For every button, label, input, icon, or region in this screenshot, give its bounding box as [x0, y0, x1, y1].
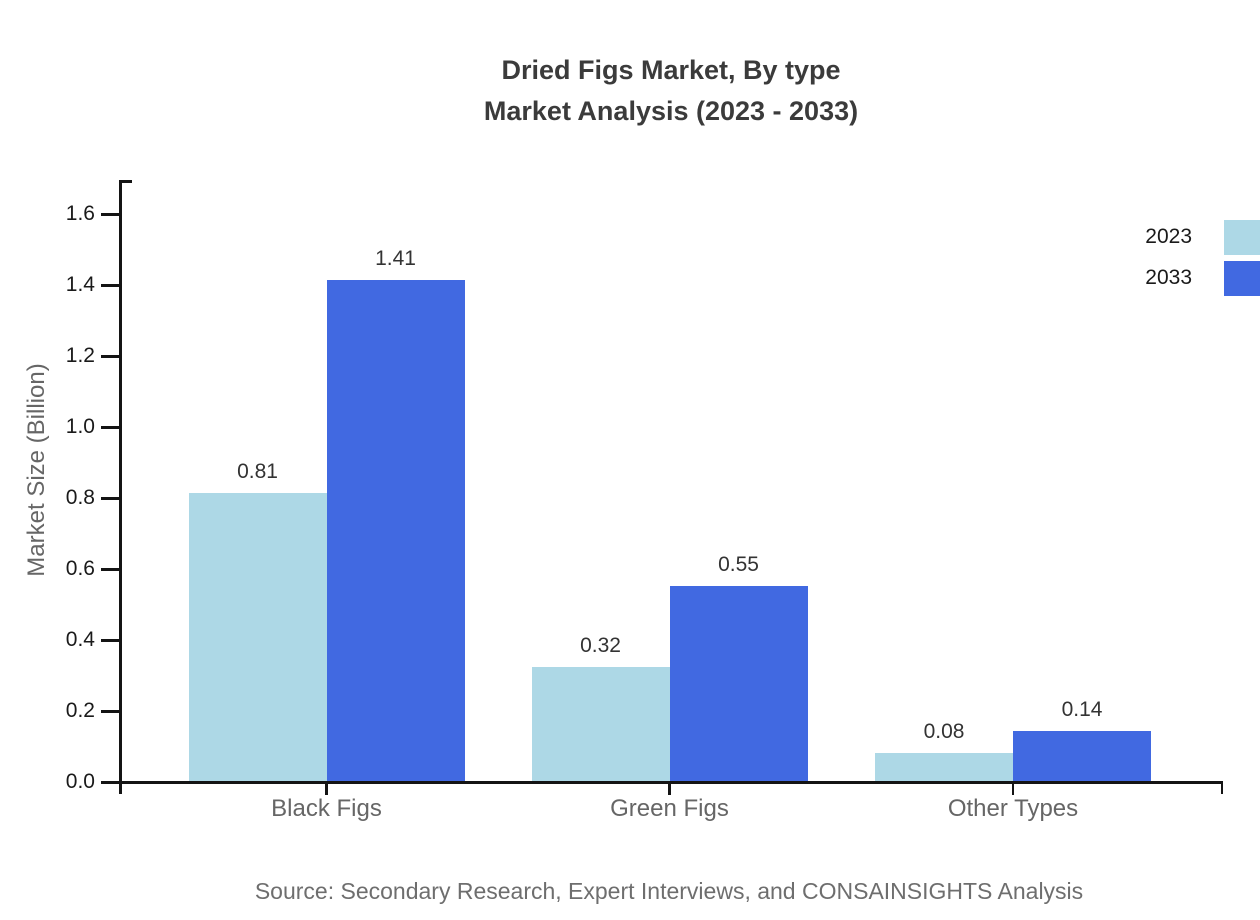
y-tick-label: 1.4 [65, 273, 95, 296]
x-category-label: Black Figs [271, 795, 382, 822]
y-axis-tick [101, 568, 119, 571]
y-axis-end-cap [119, 180, 132, 183]
x-category-label: Green Figs [610, 795, 729, 822]
bar-value-label: 1.41 [375, 247, 416, 271]
bar-value-label: 0.14 [1061, 698, 1103, 722]
x-axis-tick [1011, 781, 1015, 795]
bar-2033-black-figs [326, 280, 465, 781]
y-axis-tick [101, 781, 119, 784]
y-tick-label: 1.0 [65, 415, 95, 438]
x-axis-tick [325, 781, 328, 795]
y-tick-label: 1.6 [65, 202, 95, 225]
bar-2033-green-figs [669, 585, 808, 781]
chart-title-line2: Market Analysis (2023 - 2033) [483, 96, 859, 126]
y-tick-label: 0.0 [65, 770, 95, 793]
y-axis-title: Market Size (Billion) [23, 363, 50, 577]
y-axis-tick [101, 426, 119, 429]
legend-swatch-2033 [1224, 261, 1260, 296]
chart-title: Dried Figs Market, By type Market Analys… [484, 50, 858, 132]
y-axis-tick [101, 284, 119, 287]
x-category-label: Other Types [947, 795, 1079, 822]
bar-2023-other-types [875, 752, 1013, 781]
x-axis-tick [668, 781, 671, 795]
bar-2023-black-figs [188, 493, 327, 781]
y-axis-tick [101, 710, 119, 713]
chart-title-line1: Dried Figs Market, By type [501, 55, 841, 85]
y-tick-label: 0.6 [65, 557, 95, 580]
bar-value-label: 0.32 [580, 634, 621, 658]
bar-value-label: 0.81 [237, 460, 278, 484]
source-note: Source: Secondary Research, Expert Inter… [254, 878, 1084, 904]
legend-swatch-2023 [1224, 220, 1260, 255]
x-axis-line [101, 781, 1223, 784]
bar-value-label: 0.08 [923, 719, 965, 743]
y-tick-label: 0.2 [65, 699, 95, 722]
y-axis-tick [101, 355, 119, 358]
x-axis-end-cap [1220, 781, 1223, 794]
y-axis-tick [101, 639, 119, 642]
bar-2023-green-figs [531, 667, 670, 781]
y-tick-label: 1.2 [65, 344, 95, 367]
y-tick-label: 0.8 [65, 486, 95, 509]
bar-2033-other-types [1013, 731, 1151, 781]
y-axis-tick [101, 497, 119, 500]
y-axis-line [119, 180, 122, 794]
y-axis-tick [101, 213, 119, 216]
legend-label-2023: 2023 [1145, 225, 1192, 248]
bar-value-label: 0.55 [718, 552, 759, 576]
legend-label-2033: 2033 [1145, 266, 1192, 289]
y-tick-label: 0.4 [65, 628, 95, 651]
